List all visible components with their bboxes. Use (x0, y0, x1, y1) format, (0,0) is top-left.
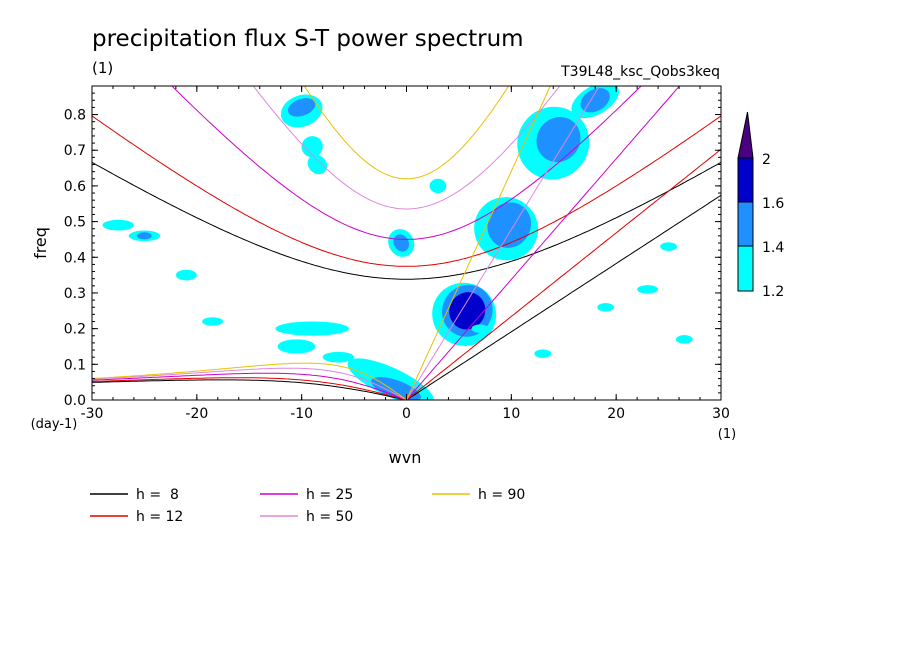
x-tick-label: -30 (81, 406, 104, 422)
colorbar-label: 1.6 (762, 196, 784, 212)
y-axis-ticks: 0.0 0.1 0.2 0.3 0.4 0.5 0.6 0.7 0.8 (64, 92, 721, 409)
legend-label: h = 12 (136, 509, 183, 525)
rossby-curve (92, 377, 407, 400)
y-tick-label: 0.6 (64, 179, 86, 195)
rossby-curve (92, 362, 407, 400)
y-tick-label: 0.5 (64, 215, 86, 231)
contour-region (536, 116, 581, 163)
x-tick-label: -20 (185, 406, 208, 422)
y-tick-label: 0.3 (64, 286, 86, 302)
colorbar-segment (737, 157, 754, 203)
contour-region (534, 349, 552, 358)
rossby-curve (92, 367, 407, 400)
contour-region (275, 321, 349, 336)
contour-region (301, 136, 323, 158)
chart-title: precipitation flux S-T power spectrum (92, 26, 524, 52)
inertia-gravity-curve (92, 115, 721, 267)
contour-region (580, 88, 610, 113)
y-tick-label: 0.2 (64, 322, 86, 338)
kelvin-curve (406, 86, 551, 400)
legend-label: h = 50 (306, 509, 353, 525)
kelvin-curve (406, 86, 601, 400)
colorbar-label: 1.2 (762, 284, 784, 300)
x-tick-label: -10 (290, 406, 313, 422)
kelvin-curve (406, 86, 681, 400)
colorbar-label: 2 (762, 152, 771, 168)
x-axis-unit: (1) (718, 427, 736, 442)
inertia-gravity-curve (252, 86, 561, 210)
contour-region (202, 317, 224, 326)
contour-region (487, 202, 532, 248)
contour-region (137, 232, 152, 240)
contour-region (429, 178, 447, 194)
dispersion-curves (92, 86, 721, 400)
x-axis-ticks: -30 -20 -10 0 10 20 30 (81, 86, 730, 422)
contour-region (322, 351, 355, 363)
x-axis-label: wvn (389, 448, 422, 467)
x-tick-label: 10 (502, 406, 520, 422)
x-tick-label: 30 (712, 406, 730, 422)
x-tick-label: 20 (607, 406, 625, 422)
contour-region (307, 154, 328, 175)
colorbar-arrow (737, 111, 754, 159)
legend-label: h = 90 (478, 487, 525, 503)
rossby-curve (92, 379, 407, 400)
legend: h = 8 h = 12 h = 25 h = 50 h = 90 (90, 487, 525, 525)
contour-region (637, 285, 659, 294)
contour-region (675, 335, 693, 344)
colorbar-segment (737, 201, 754, 247)
chart-title-unit: (1) (92, 59, 113, 77)
kelvin-curve (406, 148, 721, 400)
contour-region (471, 324, 489, 333)
y-tick-label: 0.1 (64, 357, 86, 373)
chart-subtitle-right: T39L48_ksc_Qobs3keq (560, 64, 720, 80)
inertia-gravity-curve (92, 161, 721, 280)
contour-regions (102, 86, 693, 400)
contour-region (287, 98, 316, 117)
y-tick-label: 0.0 (64, 393, 86, 409)
rossby-curve (92, 372, 407, 400)
y-axis-label: freq (31, 227, 50, 259)
y-tick-label: 0.7 (64, 143, 86, 159)
contour-region (175, 269, 197, 281)
contour-region (660, 242, 677, 251)
contour-region (102, 219, 134, 231)
inertia-gravity-curve (171, 86, 642, 240)
contour-region (277, 339, 316, 354)
kelvin-curve (406, 194, 721, 400)
y-tick-label: 0.4 (64, 250, 86, 266)
legend-label: h = 25 (306, 487, 353, 503)
inertia-gravity-curve (303, 86, 510, 180)
contour-region (597, 302, 615, 312)
colorbar-segment (737, 245, 754, 292)
y-axis-unit: (day-1) (31, 417, 78, 432)
legend-label: h = 8 (136, 487, 179, 503)
colorbar: 1.2 1.4 1.6 2 (737, 111, 784, 300)
x-tick-label: 0 (402, 406, 411, 422)
colorbar-label: 1.4 (762, 240, 784, 256)
y-tick-label: 0.8 (64, 108, 86, 124)
